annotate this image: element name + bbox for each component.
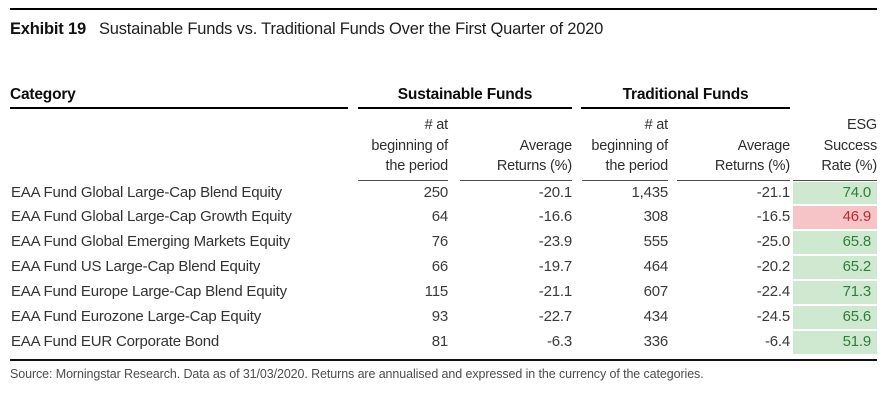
table-row: EAA Fund Global Large-Cap Blend Equity 2…: [10, 181, 877, 206]
traditional-count-cell: 434: [643, 307, 668, 325]
traditional-count-cell: 336: [643, 332, 668, 350]
sustainable-count-cell: 76: [431, 233, 448, 251]
esg-rate-value: 65.8: [793, 231, 877, 255]
sustainable-return-cell: -16.6: [538, 208, 572, 226]
traditional-count-cell: 607: [643, 283, 668, 301]
traditional-count-cell: 308: [643, 208, 668, 226]
esg-rate-value: 46.9: [793, 206, 877, 230]
traditional-funds-group-header: Traditional Funds: [581, 86, 790, 109]
sustainable-return-cell: -6.3: [546, 332, 572, 350]
sustainable-count-header: # at beginning of the period: [358, 109, 448, 181]
table-row: EAA Fund Global Large-Cap Growth Equity …: [10, 205, 877, 230]
table-body: EAA Fund Global Large-Cap Blend Equity 2…: [10, 181, 877, 355]
exhibit-title: Exhibit 19 Sustainable Funds vs. Traditi…: [10, 19, 877, 39]
traditional-return-cell: -22.4: [756, 283, 790, 301]
traditional-return-cell: -16.5: [756, 208, 790, 226]
table-row: EAA Fund US Large-Cap Blend Equity 66 -1…: [10, 255, 877, 280]
table-group-header-row: Category Sustainable Funds Traditional F…: [10, 86, 877, 109]
sustainable-return-cell: -22.7: [538, 307, 572, 325]
esg-rate-value: 65.2: [793, 256, 877, 280]
exhibit-number: Exhibit 19: [10, 20, 86, 38]
esg-rate-cell: 65.8: [790, 230, 877, 255]
category-cell: EAA Fund US Large-Cap Blend Equity: [11, 258, 261, 276]
traditional-return-cell: -6.4: [764, 332, 790, 350]
esg-rate-value: 71.3: [793, 281, 877, 304]
traditional-return-cell: -24.5: [756, 307, 790, 325]
category-column-header: Category: [10, 86, 348, 109]
table-row: EAA Fund EUR Corporate Bond 81 -6.3 336 …: [10, 330, 877, 355]
sustainable-return-cell: -19.7: [538, 258, 572, 276]
traditional-return-cell: -21.1: [756, 183, 790, 201]
sustainable-avg-return-header: Average Returns (%): [460, 130, 572, 181]
table-row: EAA Fund Global Emerging Markets Equity …: [10, 230, 877, 255]
esg-rate-value: 74.0: [793, 181, 877, 205]
sustainable-count-cell: 93: [431, 307, 448, 325]
table-row: EAA Fund Eurozone Large-Cap Equity 93 -2…: [10, 305, 877, 330]
category-cell: EAA Fund Global Large-Cap Blend Equity: [11, 183, 282, 201]
traditional-return-cell: -20.2: [756, 258, 790, 276]
category-cell: EAA Fund Global Large-Cap Growth Equity: [11, 208, 292, 226]
category-cell: EAA Fund Europe Large-Cap Blend Equity: [11, 283, 287, 301]
esg-rate-cell: 46.9: [790, 205, 877, 230]
top-rule: [10, 8, 877, 10]
bottom-rule: [10, 358, 877, 361]
sustainable-return-cell: -21.1: [538, 283, 572, 301]
esg-rate-cell: 51.9: [790, 330, 877, 355]
category-subheader-spacer: [10, 172, 358, 181]
sustainable-count-cell: 250: [423, 183, 448, 201]
category-cell: EAA Fund Eurozone Large-Cap Equity: [11, 307, 262, 325]
exhibit-page: Exhibit 19 Sustainable Funds vs. Traditi…: [10, 8, 877, 381]
esg-success-rate-header: ESG Success Rate (%): [793, 109, 877, 181]
source-note: Source: Morningstar Research. Data as of…: [10, 366, 704, 381]
sustainable-count-cell: 64: [431, 208, 448, 226]
esg-rate-cell: 65.2: [790, 255, 877, 280]
sustainable-count-cell: 66: [431, 258, 448, 276]
traditional-return-cell: -25.0: [756, 233, 790, 251]
traditional-count-cell: 464: [643, 258, 668, 276]
sustainable-return-cell: -20.1: [538, 183, 572, 201]
sustainable-count-cell: 115: [424, 283, 448, 301]
table-subheader-row: # at beginning of the period Average Ret…: [10, 109, 877, 181]
traditional-count-cell: 1,435: [631, 183, 668, 201]
esg-rate-cell: 71.3: [790, 280, 877, 305]
sustainable-return-cell: -23.9: [538, 233, 572, 251]
traditional-count-cell: 555: [643, 233, 668, 251]
esg-rate-cell: 74.0: [790, 181, 877, 206]
sustainable-count-cell: 81: [431, 332, 448, 350]
esg-rate-cell: 65.6: [790, 305, 877, 330]
traditional-count-header: # at beginning of the period: [582, 109, 668, 181]
esg-rate-value: 51.9: [793, 330, 877, 354]
traditional-avg-return-header: Average Returns (%): [677, 130, 790, 181]
table-row: EAA Fund Europe Large-Cap Blend Equity 1…: [10, 280, 877, 305]
category-cell: EAA Fund EUR Corporate Bond: [11, 332, 220, 350]
category-cell: EAA Fund Global Emerging Markets Equity: [11, 233, 291, 251]
exhibit-title-text: Sustainable Funds vs. Traditional Funds …: [98, 20, 604, 38]
esg-rate-value: 65.6: [793, 305, 877, 329]
sustainable-funds-group-header: Sustainable Funds: [358, 86, 572, 109]
